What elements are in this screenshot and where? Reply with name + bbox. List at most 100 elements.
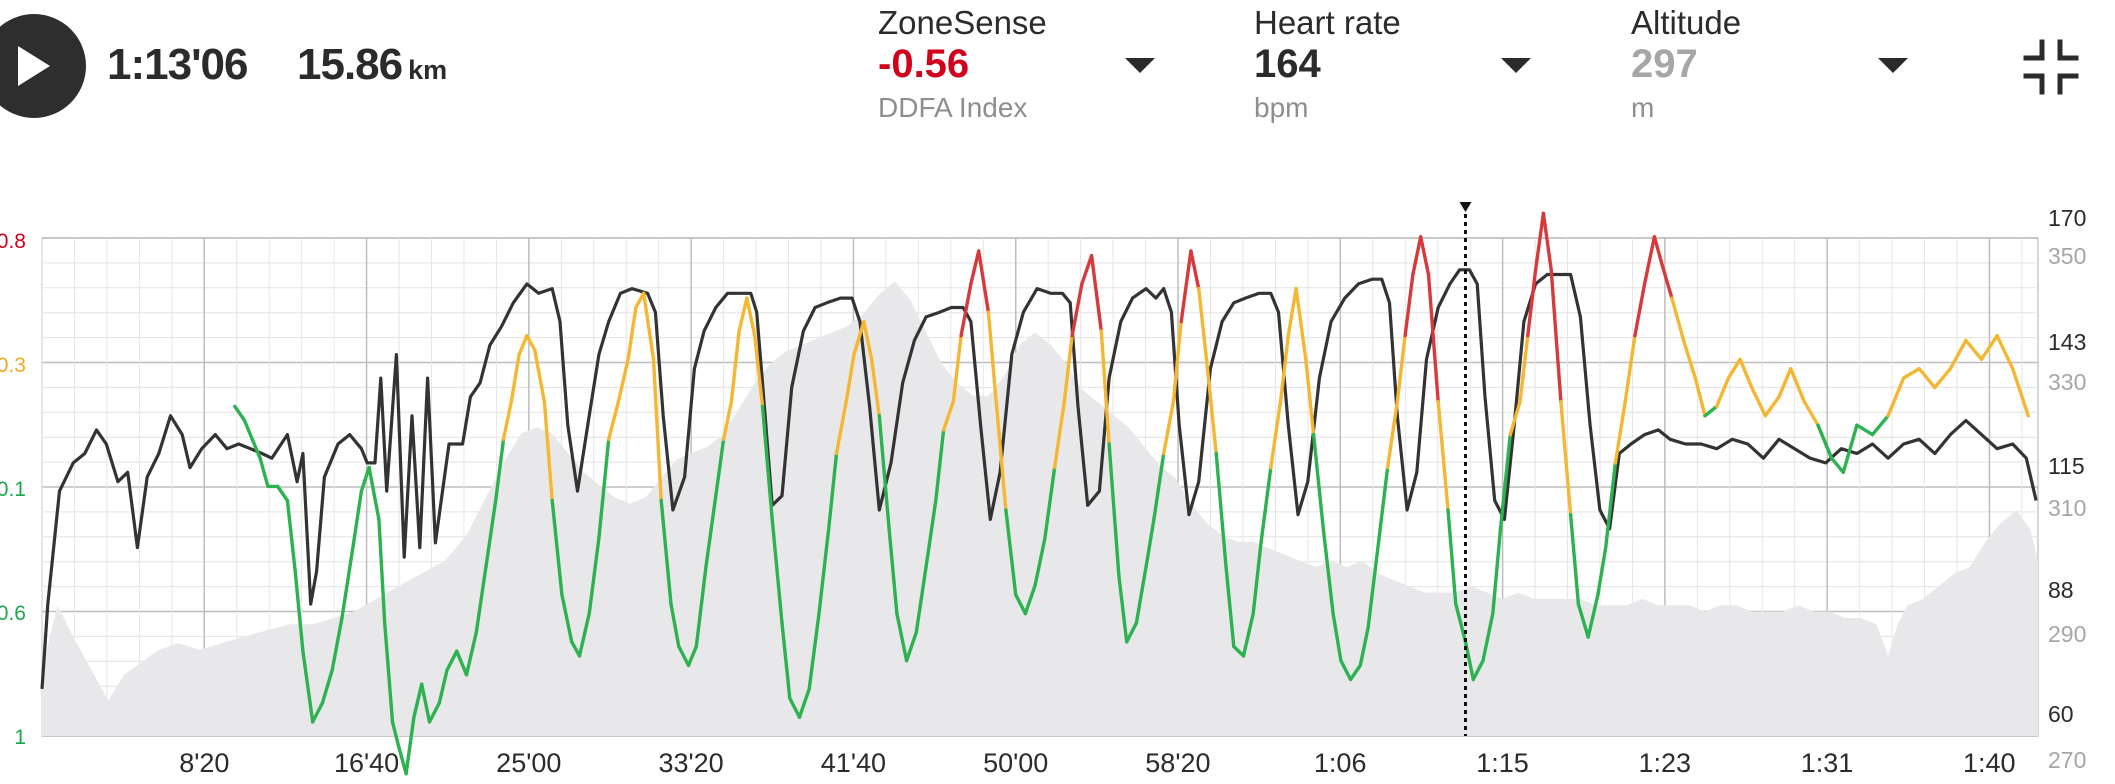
cursor-marker: [1459, 202, 1472, 212]
zonesense-segment: [914, 564, 928, 635]
zonesense-segment: [704, 494, 718, 569]
zonesense-segment: [770, 517, 784, 625]
zonesense-segment: [1533, 211, 1546, 272]
left-axis-ticks: 0.8 0.3 0.1 0.6 1: [0, 230, 26, 749]
metric-selector-zonesense[interactable]: ZoneSense -0.56 DDFA Index: [878, 0, 1218, 130]
zonesense-segment: [1107, 442, 1121, 578]
zonesense-segment: [686, 644, 698, 668]
zonesense-segment: [1358, 626, 1370, 668]
altitude-tick-label: 350: [2048, 243, 2086, 269]
zonesense-segment: [1124, 621, 1139, 644]
zonesense-segment: [1004, 508, 1018, 597]
zonesense-segment: [1763, 395, 1781, 418]
zonesense-segment: [1777, 366, 1793, 399]
altitude-area: [42, 281, 2038, 736]
collapse-button[interactable]: [2022, 38, 2080, 96]
x-tick-label: 25'00: [496, 748, 561, 778]
zonesense-segment: [834, 400, 848, 456]
zonesense-segment: [301, 649, 315, 724]
zonesense-segment: [570, 640, 582, 658]
zonesense-segment: [1080, 253, 1094, 286]
altitude-tick-label: 290: [2048, 621, 2086, 647]
zonesense-segment: [1204, 357, 1218, 456]
zonesense-segment: [1179, 249, 1193, 324]
x-tick-label: 16'40: [334, 748, 399, 778]
zonesense-segment: [1269, 400, 1283, 470]
zonesense-segment: [390, 720, 401, 748]
zonesense-segment: [1491, 527, 1503, 616]
zonesense-segment: [445, 649, 459, 672]
zonesense-segment: [396, 743, 408, 776]
zonesense-segment: [1043, 465, 1057, 540]
hr-tick-label: 60: [2048, 701, 2074, 727]
time-cursor[interactable]: [1459, 202, 1472, 736]
play-button[interactable]: [0, 14, 86, 118]
zonesense-segment: [1411, 235, 1423, 277]
zonesense-segment: [1033, 536, 1047, 587]
zonesense-segment: [626, 305, 638, 362]
zonesense-segment: [904, 630, 918, 663]
zonesense-segment: [1348, 663, 1363, 682]
zonesense-segment: [737, 296, 749, 333]
zonesense-segment: [1703, 404, 1719, 418]
zonesense-segment: [1278, 333, 1291, 404]
zonesense-segment: [1161, 400, 1176, 456]
zonesense-segment: [1526, 268, 1538, 338]
duration-value: 1:13'06: [107, 40, 248, 89]
zonesense-segment: [1224, 564, 1236, 649]
zonesense-segment: [311, 701, 325, 724]
chevron-down-icon[interactable]: [1501, 58, 1531, 73]
zonesense-segment: [320, 668, 334, 705]
zonesense-segment: [250, 437, 262, 460]
zonesense-segment: [1436, 400, 1450, 512]
zonesense-segment: [1633, 282, 1647, 338]
altitude-series: [42, 281, 2038, 736]
altitude-tick-label: 330: [2048, 369, 2086, 395]
zonesense-segment: [797, 687, 811, 719]
zonesense-segment: [474, 564, 488, 635]
zonesense-segment: [1788, 366, 1807, 404]
zonesense-segment: [1738, 357, 1754, 390]
zonesense-segment: [677, 644, 691, 668]
metric-selector-heart-rate[interactable]: Heart rate 164 bpm: [1254, 0, 1594, 130]
activity-header: 1:13'06 15.86 km ZoneSense -0.56 DDFA Ind…: [0, 0, 2115, 140]
zonesense-segment: [1603, 461, 1618, 550]
metric-label: ZoneSense: [878, 4, 1047, 41]
zonesense-segment: [1917, 366, 1937, 390]
zonesense-segment: [1576, 602, 1590, 639]
zonesense-segment: [1979, 333, 1999, 362]
zonesense-segment: [1726, 357, 1742, 380]
zonesense-segment: [1855, 423, 1875, 437]
metric-label: Altitude: [1631, 4, 1742, 41]
zonesense-segment: [533, 348, 547, 404]
distance-stat: 15.86 km: [297, 40, 447, 90]
zonesense-segment: [1816, 423, 1834, 460]
hr-tick-label: 170: [2048, 205, 2086, 231]
chevron-down-icon[interactable]: [1878, 58, 1908, 73]
zonesense-segment: [577, 611, 591, 658]
zonesense-segment: [1339, 659, 1353, 682]
metric-selector-altitude[interactable]: Altitude 297 m: [1631, 0, 1971, 130]
zonesense-segment: [367, 465, 381, 522]
distance-value: 15.86: [297, 40, 403, 89]
zonesense-segment: [1623, 333, 1637, 404]
zonesense-segment: [501, 400, 513, 441]
zonesense-segment: [275, 484, 290, 503]
zonesense-segment: [597, 437, 611, 540]
chevron-down-icon[interactable]: [1125, 58, 1155, 73]
metric-unit: bpm: [1254, 92, 1309, 123]
zonesense-segment: [852, 319, 866, 357]
altitude-tick-label: 310: [2048, 495, 2086, 521]
zonesense-segment: [1886, 376, 1906, 418]
heart-rate-line: [40, 268, 2038, 690]
zonesense-segment: [1023, 583, 1037, 616]
zonesense-segment: [651, 357, 663, 503]
x-tick-label: 1:31: [1801, 748, 1854, 778]
activity-chart[interactable]: 0.8 0.3 0.1 0.6 1 170 143 115 88 60 350 330 310 290 2…: [0, 140, 2115, 784]
zonesense-segment: [1366, 545, 1380, 630]
zonesense-segment: [721, 400, 734, 441]
zonesense-segment: [1232, 644, 1246, 658]
zonesense-segment: [1311, 432, 1326, 531]
x-tick-label: 1:40: [1963, 748, 2016, 778]
zonesense-segment: [233, 404, 247, 423]
